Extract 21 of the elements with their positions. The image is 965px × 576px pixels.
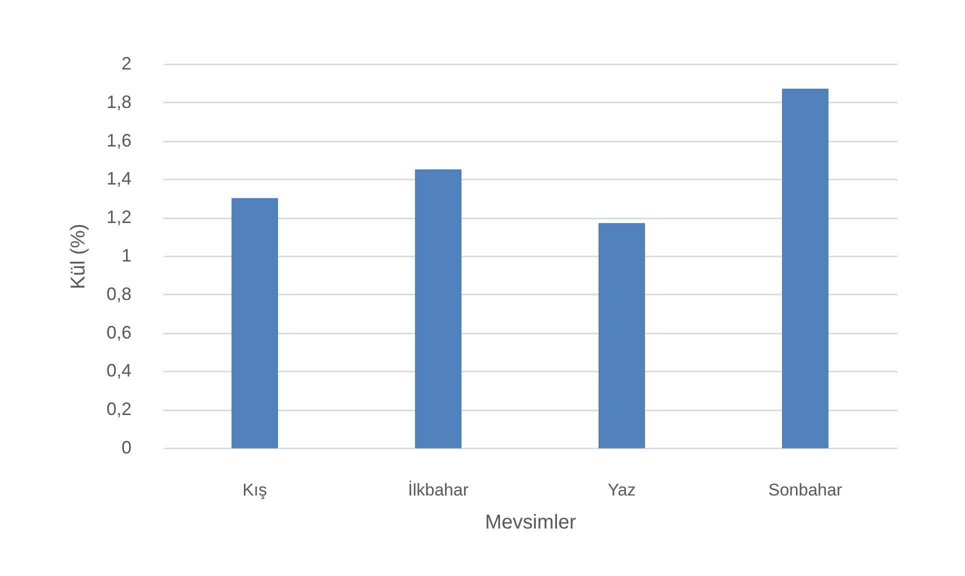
bar [598,223,645,448]
y-tick-label: 2 [121,54,132,74]
y-axis-title: Kül (%) [67,224,90,290]
y-tick-label: 0,2 [106,399,132,420]
y-tick-label: 0,4 [106,360,132,381]
y-tick-label: 1,8 [106,92,132,112]
x-axis-title: Mevsimler [484,512,576,534]
y-tick-label: 1,2 [106,207,132,228]
bar [232,198,278,448]
y-tick-label: 1,4 [106,168,132,189]
y-tick-label: 0 [121,438,132,458]
bar [782,88,828,448]
y-tick-label: 0,8 [106,284,132,304]
x-tick-label: İlkbahar [408,480,469,500]
y-tick-label: 1 [121,246,132,266]
x-tick-label: Sonbahar [768,480,842,500]
bar [415,169,462,448]
x-tick-label: Kış [242,480,268,500]
y-tick-label: 1,6 [106,130,132,150]
x-tick-label: Yaz [608,480,636,500]
y-tick-label: 0,6 [106,322,132,342]
